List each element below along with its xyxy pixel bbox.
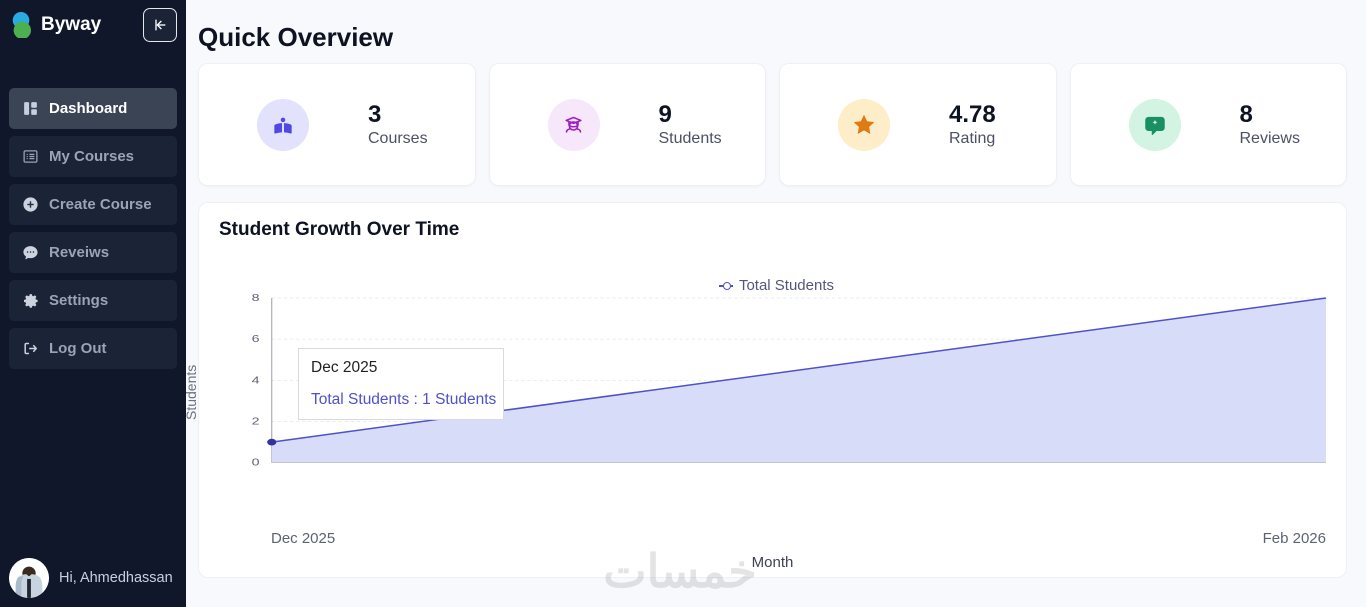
svg-text:8: 8: [252, 292, 260, 304]
svg-text:4: 4: [252, 374, 260, 386]
svg-text:2: 2: [252, 415, 260, 427]
svg-text:6: 6: [252, 333, 260, 345]
svg-text:0: 0: [252, 456, 260, 468]
